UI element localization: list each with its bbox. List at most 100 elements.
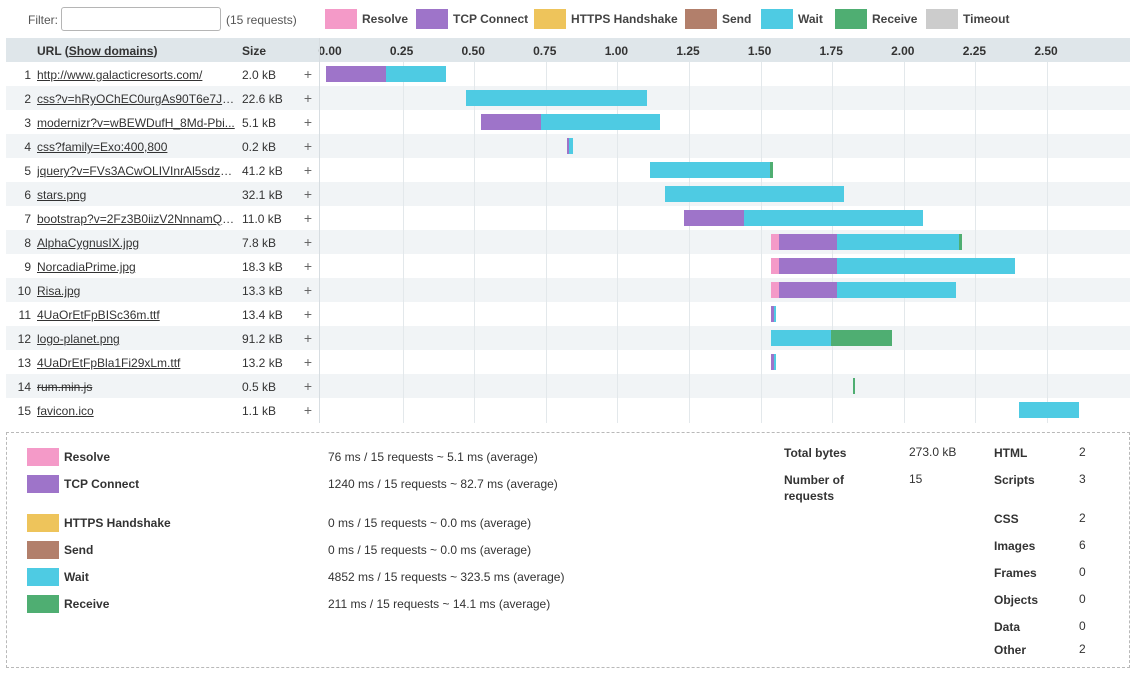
expand-row-button[interactable]: + [303, 90, 313, 106]
legend-label-https-handshake: HTTPS Handshake [571, 12, 678, 26]
bar-segment-wait [837, 258, 1015, 274]
expand-row-button[interactable]: + [303, 330, 313, 346]
expand-row-button[interactable]: + [303, 354, 313, 370]
legend-tcp-connect: TCP Connect [416, 9, 528, 29]
request-size: 32.1 kB [242, 188, 283, 202]
type-count-objects: 0 [1079, 592, 1086, 606]
expand-row-button[interactable]: + [303, 234, 313, 250]
row-number: 5 [24, 164, 31, 178]
gridline-10 [1047, 62, 1048, 423]
row-number: 4 [24, 140, 31, 154]
legend-https-handshake: HTTPS Handshake [534, 9, 678, 29]
legend-label-send: Send [722, 12, 752, 26]
gridline-6 [760, 62, 762, 423]
summary-swatch-resolve [27, 448, 59, 466]
request-row[interactable]: 13 4UaDrEtFpBla1Fi29xLm.ttf 13.2 kB + [6, 350, 1130, 374]
expand-row-button[interactable]: + [303, 138, 313, 154]
request-row[interactable]: 3 modernizr?v=wBEWDufH_8Md-Pbi... 5.1 kB + [6, 110, 1130, 134]
summary-value-tcp-connect: 1240 ms / 15 requests ~ 82.7 ms (average… [328, 477, 558, 491]
row-number: 8 [24, 236, 31, 250]
waterfall-header: URL (Show domains) Size 0.00 0.25 0.50 0.75… [6, 38, 1130, 62]
tick-label-1: 0.25 [389, 44, 414, 58]
expand-row-button[interactable]: + [303, 282, 313, 298]
summary-label-tcp-connect: TCP Connect [64, 477, 140, 491]
summary-swatch-https-handshake [27, 514, 59, 532]
bar-segment-resolve [771, 234, 779, 250]
bar-segment-resolve [771, 258, 779, 274]
bar-segment-wait [837, 282, 957, 298]
bar-segment-receive [831, 330, 892, 346]
bar-segment-wait [744, 210, 924, 226]
filter-label: Filter: [28, 13, 58, 27]
request-row[interactable]: 5 jquery?v=FVs3ACwOLIVInrAl5sdzR2j... 41.2… [6, 158, 1130, 182]
bar-segment-wait [569, 138, 573, 154]
request-size: 91.2 kB [242, 332, 283, 346]
bar-segment-tcp [326, 66, 387, 82]
legend-swatch-receive [835, 9, 867, 29]
filter-input[interactable] [61, 7, 221, 31]
row-number: 11 [18, 308, 31, 322]
bar-segment-wait [837, 234, 959, 250]
row-number: 9 [24, 260, 31, 274]
bar-segment-receive [769, 162, 773, 178]
summary-value-https-handshake: 0 ms / 15 requests ~ 0.0 ms (average) [328, 516, 532, 530]
expand-row-button[interactable]: + [303, 210, 313, 226]
type-label-images: Images [994, 539, 1036, 553]
tick-label-10: 2.50 [1034, 44, 1058, 58]
summary-label-resolve: Resolve [64, 450, 111, 464]
request-row[interactable]: 1 http://www.galacticresorts.com/2.0 kB + [6, 62, 1130, 86]
type-label-data: Data [994, 620, 1021, 634]
waterfall-table: URL (Show domains) Size 0.00 0.25 0.50 0.75… [6, 38, 1130, 423]
summary-label-wait: Wait [64, 570, 89, 584]
type-count-data: 0 [1079, 619, 1086, 633]
request-row[interactable]: 15 favicon.ico 1.1 kB + [6, 398, 1130, 422]
legend-resolve: Resolve [325, 9, 408, 29]
gridline-1 [402, 62, 404, 423]
tick-label-9: 2.25 [962, 44, 987, 58]
legend-swatch-wait [761, 9, 793, 29]
bar-segment-wait [386, 66, 447, 82]
request-row[interactable]: 11 4UaOrEtFpBISc36m.ttf 13.4 kB + [6, 302, 1130, 326]
summary-label-https-handshake: HTTPS Handshake [64, 516, 171, 530]
type-label-other: Other [994, 643, 1027, 657]
bar-segment-tcp [778, 258, 838, 274]
show-domains-link[interactable]: Show domains [68, 44, 154, 58]
legend-timeout: Timeout [926, 9, 1009, 29]
expand-row-button[interactable]: + [303, 66, 313, 82]
request-row[interactable]: 7 bootstrap?v=2Fz3B0iizV2NnnamQF... 11.0 k… [6, 206, 1130, 230]
type-label-objects: Objects [994, 593, 1039, 607]
request-row[interactable]: 12 logo-planet.png 91.2 kB + [6, 326, 1130, 350]
summary-value-resolve: 76 ms / 15 requests ~ 5.1 ms (average) [328, 450, 538, 464]
expand-row-button[interactable]: + [303, 114, 313, 130]
row-number: 15 [17, 404, 31, 418]
request-row[interactable]: 6 stars.png 32.1 kB + [6, 182, 1130, 206]
expand-row-button[interactable]: + [303, 378, 313, 394]
size-column-header: Size [242, 44, 267, 58]
type-label-css: CSS [994, 512, 1019, 526]
summary-label-receive: Receive [64, 597, 110, 611]
request-row[interactable]: 14 rum.min.js 0.5 kB + [6, 374, 1130, 398]
request-size: 13.2 kB [242, 356, 283, 370]
bar-segment-wait [1019, 402, 1080, 418]
tick-label-2: 0.50 [461, 44, 485, 58]
legend-label-wait: Wait [798, 12, 823, 26]
bar-segment-wait [466, 90, 647, 106]
expand-row-button[interactable]: + [303, 186, 313, 202]
expand-row-button[interactable]: + [303, 306, 313, 322]
expand-row-button[interactable]: + [303, 162, 313, 178]
type-label-frames: Frames [994, 566, 1037, 580]
request-count-label: Number of requests [784, 473, 844, 503]
row-number: 6 [24, 188, 31, 202]
type-count-html: 2 [1079, 445, 1086, 459]
type-count-css: 2 [1079, 511, 1086, 525]
bar-segment-receive [958, 234, 962, 250]
bar-segment-tcp [480, 114, 541, 130]
legend-swatch-resolve [325, 9, 357, 29]
summary-swatch-tcp-connect [27, 475, 59, 493]
expand-row-button[interactable]: + [303, 258, 313, 274]
request-size: 41.2 kB [242, 164, 283, 178]
summary-label-send: Send [64, 543, 94, 557]
request-row[interactable]: 9 NorcadiaPrime.jpg 18.3 kB + [6, 254, 1130, 278]
legend-label-receive: Receive [872, 12, 918, 26]
expand-row-button[interactable]: + [303, 402, 313, 418]
